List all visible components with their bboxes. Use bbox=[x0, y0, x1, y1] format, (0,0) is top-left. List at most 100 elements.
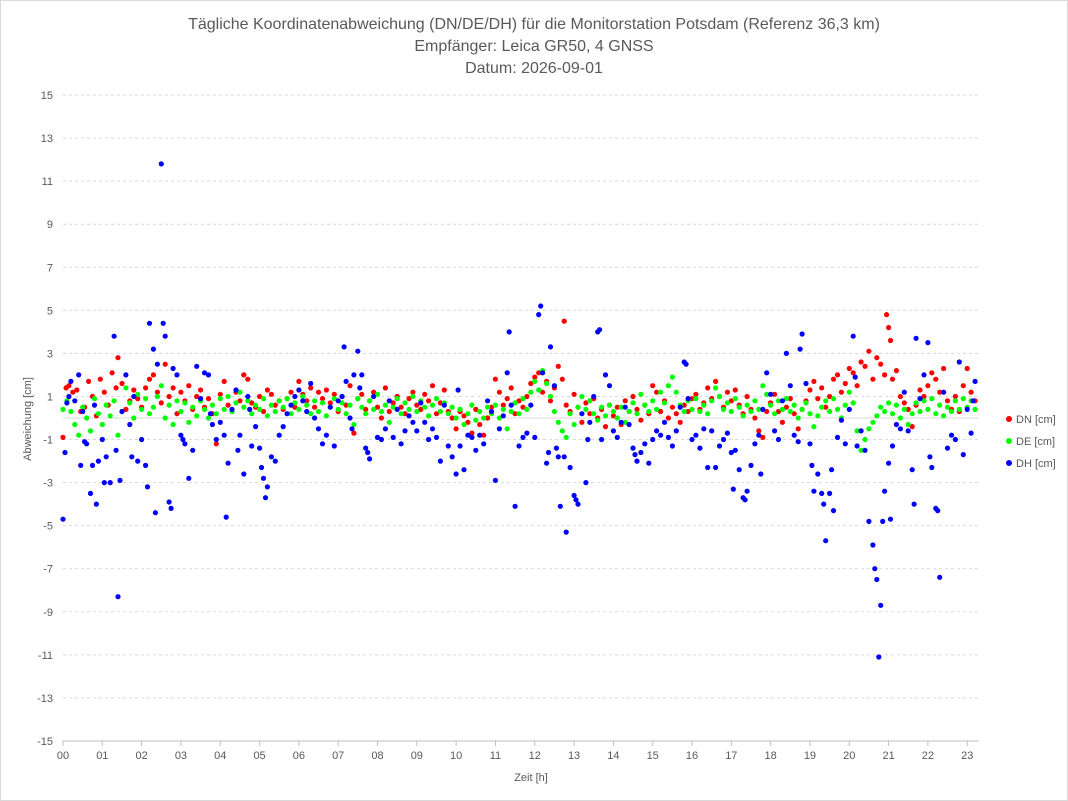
dh-point bbox=[728, 449, 734, 456]
dn-point bbox=[225, 402, 231, 408]
dh-point bbox=[402, 428, 408, 434]
dh-point bbox=[524, 430, 530, 436]
dn-point bbox=[296, 378, 302, 384]
de-point bbox=[84, 415, 90, 421]
de-point bbox=[972, 406, 978, 412]
dh-point bbox=[351, 372, 357, 378]
de-point bbox=[952, 398, 959, 404]
dh-point bbox=[445, 443, 451, 449]
de-point bbox=[748, 408, 754, 415]
de-point bbox=[944, 404, 951, 410]
dh-point bbox=[182, 441, 188, 447]
de-point bbox=[406, 406, 412, 412]
dn-point bbox=[66, 383, 72, 389]
dh-point bbox=[488, 408, 495, 415]
de-point bbox=[166, 402, 172, 408]
de-point bbox=[217, 396, 223, 402]
de-point bbox=[532, 378, 538, 384]
dn-point bbox=[559, 376, 565, 382]
dh-point bbox=[716, 443, 723, 449]
dh-point bbox=[579, 411, 585, 417]
dn-point bbox=[524, 393, 530, 400]
de-point bbox=[268, 402, 274, 408]
de-point bbox=[917, 408, 923, 415]
dn-point bbox=[744, 393, 750, 400]
de-point bbox=[689, 406, 695, 412]
dn-point bbox=[823, 404, 829, 410]
dn-point bbox=[673, 411, 679, 417]
dn-point bbox=[921, 393, 927, 400]
dn-point bbox=[198, 387, 204, 393]
dh-point bbox=[927, 454, 933, 460]
dn-point bbox=[884, 312, 890, 318]
de-point bbox=[811, 424, 817, 430]
de-point bbox=[591, 411, 597, 417]
dn-point bbox=[481, 432, 487, 438]
dn-point bbox=[143, 385, 149, 391]
dh-point bbox=[129, 454, 135, 460]
dn-point bbox=[496, 389, 502, 395]
dh-point bbox=[944, 445, 951, 451]
dh-point bbox=[481, 441, 487, 447]
x-axis-title: Zeit [h] bbox=[514, 772, 548, 784]
de-point bbox=[815, 413, 821, 419]
dn-point bbox=[331, 391, 337, 397]
dh-point bbox=[809, 462, 815, 468]
dh-point bbox=[300, 398, 306, 404]
dh-point bbox=[258, 464, 265, 471]
dn-point bbox=[115, 355, 121, 361]
dh-point bbox=[186, 475, 192, 481]
dh-point bbox=[117, 477, 123, 483]
dn-point bbox=[213, 441, 219, 447]
dh-point bbox=[842, 441, 848, 447]
de-point bbox=[760, 383, 766, 389]
dh-point bbox=[709, 428, 715, 434]
de-point bbox=[720, 406, 727, 412]
dh-point bbox=[315, 426, 322, 432]
dh-point bbox=[941, 389, 947, 395]
de-point bbox=[933, 411, 939, 417]
dh-point bbox=[272, 458, 278, 464]
de-point bbox=[264, 413, 270, 419]
dh-point bbox=[190, 447, 196, 453]
dh-point bbox=[685, 396, 691, 402]
dn-point bbox=[473, 406, 479, 412]
dn-point bbox=[579, 419, 585, 425]
dh-point bbox=[889, 443, 896, 449]
dh-point bbox=[504, 370, 510, 376]
dn-point bbox=[288, 389, 294, 395]
dh-point bbox=[834, 434, 841, 440]
de-point bbox=[634, 411, 640, 417]
dh-point bbox=[516, 443, 522, 449]
dh-point bbox=[742, 497, 748, 503]
de-point bbox=[622, 419, 628, 425]
de-point bbox=[72, 421, 78, 428]
data-points bbox=[60, 161, 978, 660]
dh-point bbox=[665, 434, 672, 440]
de-point bbox=[508, 408, 514, 415]
dn-point bbox=[693, 391, 699, 397]
dn-point bbox=[540, 389, 546, 395]
de-point bbox=[437, 408, 443, 415]
x-tick-label: 09 bbox=[411, 750, 423, 762]
dh-point bbox=[382, 426, 388, 432]
de-point bbox=[528, 389, 534, 395]
dh-point bbox=[882, 488, 888, 494]
x-tick-label: 04 bbox=[214, 750, 226, 762]
dh-point bbox=[583, 480, 589, 486]
de-point bbox=[579, 393, 585, 400]
dn-point bbox=[374, 404, 381, 410]
de-point bbox=[740, 413, 746, 419]
dh-point bbox=[799, 331, 805, 337]
dh-point bbox=[268, 454, 274, 460]
de-point bbox=[371, 406, 377, 412]
dh-point bbox=[469, 434, 475, 440]
de-point bbox=[473, 417, 479, 423]
dn-point bbox=[732, 387, 738, 393]
de-point bbox=[799, 406, 805, 412]
de-point bbox=[878, 404, 884, 410]
de-point bbox=[956, 406, 962, 412]
de-point bbox=[402, 400, 408, 406]
y-tick-label: -3 bbox=[43, 478, 53, 490]
de-point bbox=[209, 402, 215, 408]
